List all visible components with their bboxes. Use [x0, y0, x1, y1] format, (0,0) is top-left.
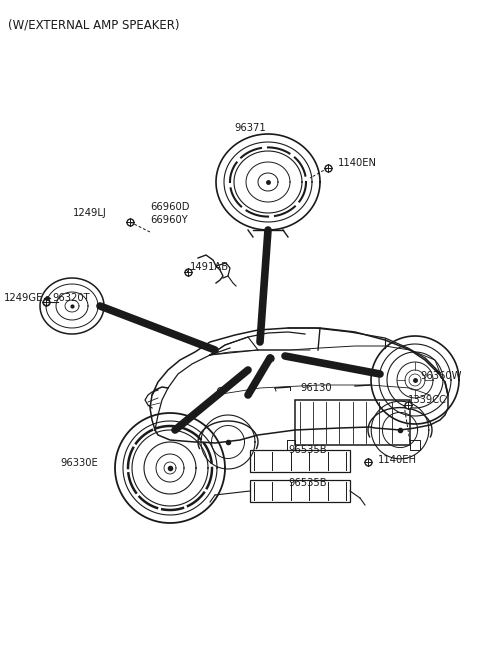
- Text: 1491AB: 1491AB: [190, 262, 229, 272]
- Text: 96535B: 96535B: [288, 478, 326, 488]
- Bar: [250, 450, 350, 472]
- Text: 96371: 96371: [234, 123, 266, 133]
- Text: 1249GE: 1249GE: [4, 293, 43, 303]
- Text: 96320T: 96320T: [52, 293, 90, 303]
- Bar: [250, 480, 350, 502]
- Text: 96360W: 96360W: [420, 371, 461, 381]
- Text: 96535B: 96535B: [288, 445, 326, 455]
- Text: 1339CC: 1339CC: [408, 395, 447, 405]
- Text: 66960Y: 66960Y: [150, 215, 188, 225]
- Text: 96330E: 96330E: [60, 458, 98, 468]
- Text: 1140EH: 1140EH: [378, 455, 417, 465]
- Text: (W/EXTERNAL AMP SPEAKER): (W/EXTERNAL AMP SPEAKER): [8, 18, 180, 31]
- Text: 66960D: 66960D: [150, 202, 190, 212]
- Bar: [295, 400, 410, 445]
- Text: 96130: 96130: [300, 383, 332, 393]
- Text: 1249LJ: 1249LJ: [73, 208, 107, 218]
- Text: 1140EN: 1140EN: [338, 158, 377, 168]
